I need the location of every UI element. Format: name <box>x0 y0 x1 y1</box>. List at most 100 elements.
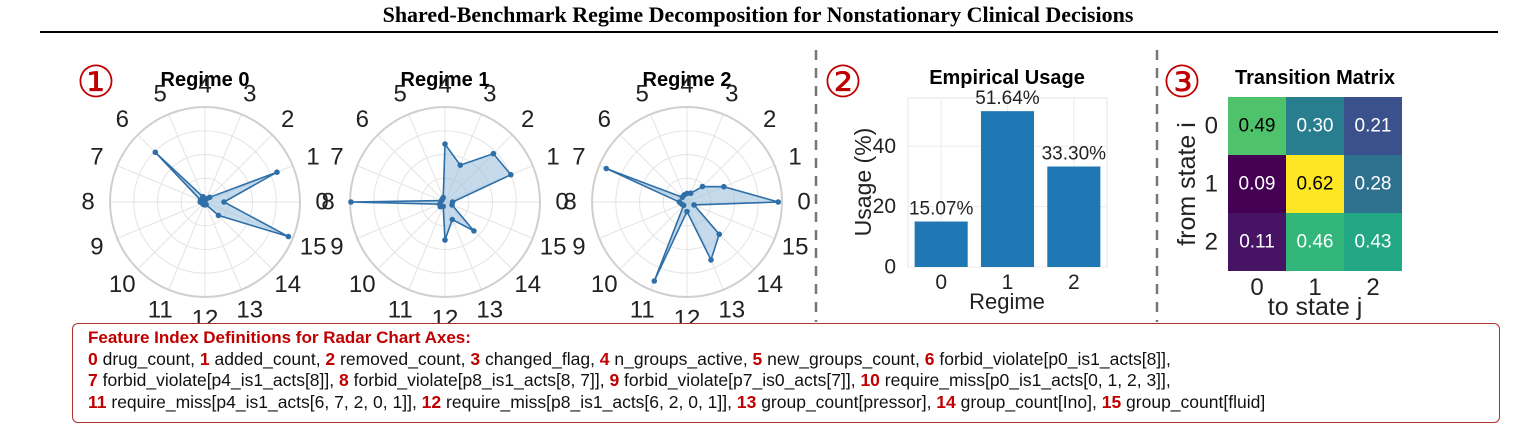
radar-spoke <box>444 201 533 239</box>
heatmap-row-label: 2 <box>1205 229 1218 256</box>
radar-point <box>708 257 714 263</box>
figure-title: Shared-Benchmark Regime Decomposition fo… <box>382 2 1134 27</box>
radar-axis-label: 5 <box>154 80 167 107</box>
radar-axis-label: 11 <box>630 297 655 323</box>
feature-name: group_count[Ino], <box>955 391 1102 412</box>
x-tick-label: 2 <box>1068 271 1080 294</box>
bar-data-label: 51.64% <box>975 88 1040 109</box>
heatmap-cell <box>1228 213 1286 271</box>
radar-axis-label: 14 <box>274 271 301 298</box>
feature-name: removed_count, <box>335 348 471 369</box>
feature-name: forbid_violate[p4_is1_acts[8]], <box>97 370 339 390</box>
heatmap-cell <box>1286 155 1344 213</box>
radar-point <box>699 183 706 190</box>
radar-axis-label: 12 <box>432 306 459 324</box>
feature-name: changed_flag, <box>480 348 600 369</box>
bar-chart-title: Empirical Usage <box>929 67 1085 89</box>
radar-axis-label: 7 <box>90 144 103 171</box>
radar-point <box>215 212 222 219</box>
radar-point <box>721 183 727 190</box>
feature-index: 8 <box>339 370 349 390</box>
heatmap-cell-label: 0.30 <box>1297 116 1334 137</box>
radar-point <box>221 199 227 205</box>
radar-spoke <box>686 201 775 239</box>
feature-index: 15 <box>1101 391 1122 412</box>
heatmap-title: Transition Matrix <box>1235 67 1395 89</box>
definition-line: 0 drug_count, 1 added_count, 2 removed_c… <box>88 349 1499 371</box>
radar-point <box>285 233 292 240</box>
heatmap-cell-label: 0.21 <box>1355 116 1392 137</box>
radar-axis-label: 6 <box>116 106 129 133</box>
heatmap-col-label: 1 <box>1308 274 1321 301</box>
heatmap-cell-label: 0.62 <box>1297 174 1334 195</box>
radar-axis-label: 10 <box>109 271 136 298</box>
radar-axis-label: 4 <box>198 72 211 99</box>
feature-index: 10 <box>860 370 880 390</box>
radar-axis-label: 6 <box>598 106 611 133</box>
radar-spoke <box>117 201 206 239</box>
radar-axis-label: 4 <box>438 72 451 99</box>
bar-regime-1 <box>980 111 1035 267</box>
feature-definitions-box: Feature Index Definitions for Radar Char… <box>72 323 1500 423</box>
x-tick-label: 1 <box>1002 271 1014 294</box>
radar-axis-label: 0 <box>315 189 328 216</box>
radar-axis-label: 2 <box>521 106 534 133</box>
radar-point <box>680 202 687 209</box>
radar-spoke <box>408 201 446 290</box>
radar-axis-label: 1 <box>546 144 559 171</box>
radar-spoke <box>619 201 688 270</box>
radar-axis-label: 12 <box>674 306 701 324</box>
radar-axis-label: 15 <box>300 233 327 260</box>
radar-spoke <box>137 201 206 270</box>
radar-axis-label: 3 <box>243 80 256 107</box>
bar-data-label: 33.30% <box>1042 144 1107 165</box>
feature-name: new_groups_count, <box>762 348 925 369</box>
radar-outer-ring <box>591 106 783 298</box>
radar-point <box>691 202 697 208</box>
definition-line: 11 require_miss[p4_is1_acts[6, 7, 2, 0, … <box>88 392 1499 414</box>
radar-spoke <box>357 165 446 203</box>
y-tick-label: 40 <box>873 135 896 158</box>
transition-heatmap: Transition Matrix 0.49 0.30 0.21 0.09 0.62 0.2… <box>1173 67 1402 321</box>
radar-axis-label: 11 <box>148 297 173 323</box>
radar-spoke <box>204 201 242 290</box>
feature-name: group_count[fluid] <box>1121 391 1266 412</box>
radar-axis-label: 7 <box>330 144 343 171</box>
feature-name: forbid_violate[p0_is1_acts[8]], <box>934 348 1171 369</box>
feature-index: 2 <box>325 348 336 369</box>
radar-spoke <box>599 201 688 239</box>
heatmap-row-label: 1 <box>1205 171 1218 198</box>
radar-title: Regime 0 <box>161 69 250 91</box>
radar-axis-label: 5 <box>394 80 407 107</box>
radar-axis-label: 8 <box>81 189 94 216</box>
radar-spoke <box>377 201 446 270</box>
heatmap-cell <box>1344 155 1402 213</box>
radar-spoke <box>204 134 273 203</box>
radar-point <box>203 201 209 208</box>
radar-spoke <box>377 134 446 203</box>
radar-axis-label: 8 <box>563 189 576 216</box>
panel-marker: ① <box>76 57 115 108</box>
feature-name: require_miss[p8_is1_acts[6, 2, 0, 1]], <box>441 391 737 412</box>
radar-axis-label: 13 <box>236 297 263 323</box>
radar-point <box>490 150 497 157</box>
feature-index: 11 <box>88 391 107 412</box>
radar-axis-label: 13 <box>476 297 503 323</box>
radar-axis-label: 3 <box>483 80 496 107</box>
heatmap-cell <box>1228 97 1286 155</box>
radar-spoke <box>357 201 446 239</box>
radar-axis-label: 10 <box>591 271 618 298</box>
feature-name: n_groups_active, <box>609 348 753 369</box>
heatmap-cell <box>1228 155 1286 213</box>
radar-axis-label: 9 <box>330 233 343 260</box>
radar-spoke <box>650 114 688 203</box>
feature-index: 6 <box>924 348 935 369</box>
feature-name: forbid_violate[p8_is1_acts[8, 7]], <box>348 370 610 390</box>
radar-point <box>457 162 464 168</box>
feature-index: 5 <box>752 348 763 369</box>
radar-point <box>449 216 456 223</box>
bar-data-label: 15.07% <box>909 199 974 220</box>
feature-name: group_count[pressor], <box>756 391 937 412</box>
